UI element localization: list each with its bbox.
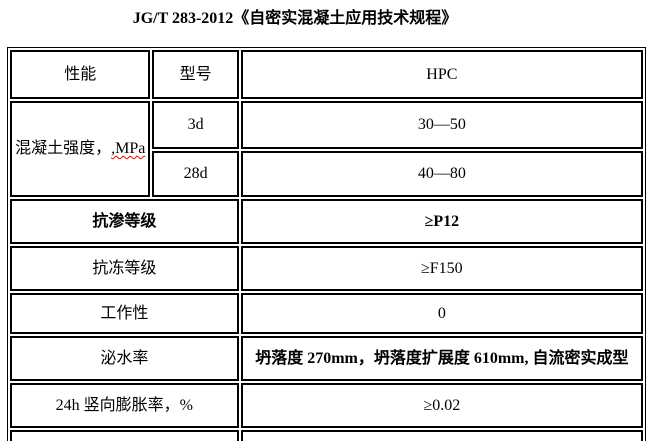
row-label-cell: 工作性 — [10, 293, 239, 334]
row-label-cell — [10, 430, 239, 441]
header-product-cell: HPC — [240, 50, 643, 99]
strength-range-cell: 40—80 — [240, 151, 643, 197]
spec-table: 性能 型号 HPC 混凝土强度，,MPa 3d 30—50 28d 40—80 … — [7, 47, 646, 441]
strength-label-text: 混凝土强度， — [15, 140, 112, 157]
strength-age-cell: 3d — [152, 101, 239, 149]
table-row-bleeding-rate: 泌水率 坍落度 270mm，坍落度扩展度 610mm, 自流密实成型 — [10, 336, 643, 381]
row-value-cell: ≥P12 — [240, 199, 643, 244]
row-label-cell: 24h 竖向膨胀率，% — [10, 383, 239, 428]
table-row-vertical-expansion: 24h 竖向膨胀率，% ≥0.02 — [10, 383, 643, 428]
row-label-cell: 抗冻等级 — [10, 246, 239, 291]
table-row-impermeability: 抗渗等级 ≥P12 — [10, 199, 643, 244]
row-value-cell: 坍落度 270mm，坍落度扩展度 610mm, 自流密实成型 — [240, 336, 643, 381]
row-value-cell: ≥F150 — [240, 246, 643, 291]
row-label-cell: 抗渗等级 — [10, 199, 239, 244]
table-header-row: 性能 型号 HPC — [10, 50, 643, 99]
row-value-cell — [240, 430, 643, 441]
row-label-cell: 泌水率 — [10, 336, 239, 381]
table-row-workability: 工作性 0 — [10, 293, 643, 334]
strength-unit-text: ,MPa — [111, 140, 146, 157]
row-value-cell: ≥0.02 — [240, 383, 643, 428]
header-model-cell: 型号 — [152, 50, 239, 99]
strength-age-cell: 28d — [152, 151, 239, 197]
table-row-strength-3d: 混凝土强度，,MPa 3d 30—50 — [10, 101, 643, 197]
header-performance-cell: 性能 — [10, 50, 151, 99]
table-row-strength-28d: 28d 40—80 — [10, 151, 643, 197]
strength-range-cell: 30—50 — [240, 101, 643, 149]
strength-label-cell: 混凝土强度，,MPa — [10, 101, 151, 197]
table-row-frost-resistance: 抗冻等级 ≥F150 — [10, 246, 643, 291]
table-row-partial — [10, 430, 643, 441]
document-title: JG/T 283-2012《自密实混凝土应用技术规程》 — [132, 10, 458, 27]
row-value-cell: 0 — [240, 293, 643, 334]
